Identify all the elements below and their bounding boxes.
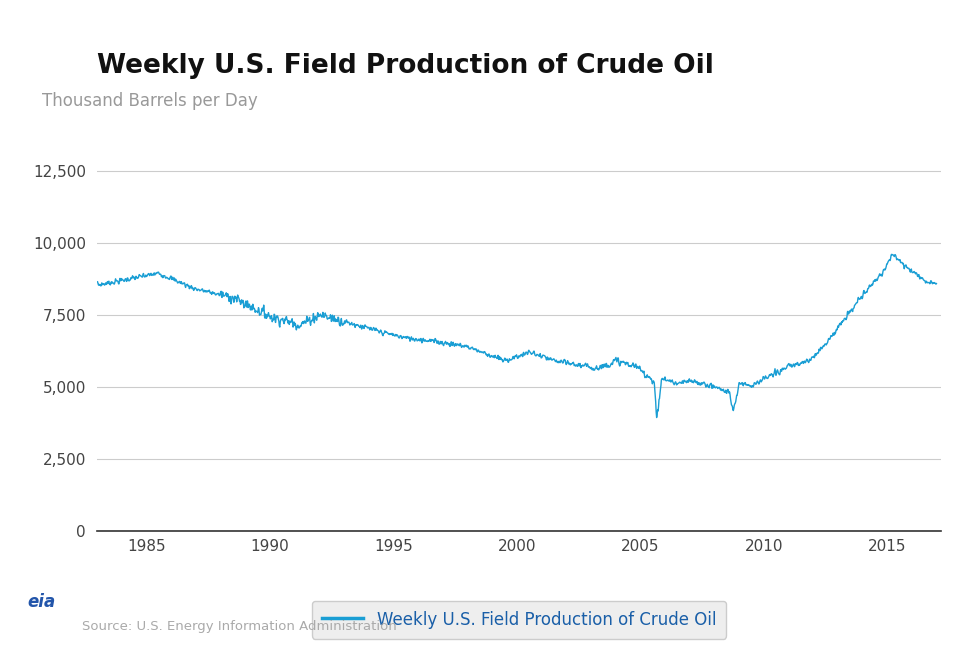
Text: Thousand Barrels per Day: Thousand Barrels per Day [42,92,258,110]
Text: eia: eia [27,593,55,611]
Legend: Weekly U.S. Field Production of Crude Oil: Weekly U.S. Field Production of Crude Oi… [311,600,726,639]
Text: Weekly U.S. Field Production of Crude Oil: Weekly U.S. Field Production of Crude Oi… [97,53,713,79]
Text: Source: U.S. Energy Information Administration: Source: U.S. Energy Information Administ… [82,620,396,633]
